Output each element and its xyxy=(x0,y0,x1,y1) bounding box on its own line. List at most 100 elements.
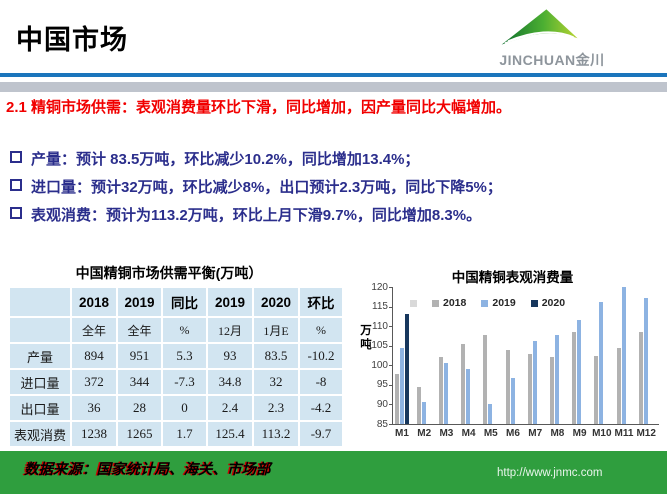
table-cell: -8 xyxy=(300,370,342,394)
supply-demand-table: 2018 2019 同比 2019 2020 环比 全年 全年% 12月 1月E% 产量 894 951… xyxy=(8,286,344,448)
bar-M11-2019 xyxy=(621,287,626,424)
y-axis-tick xyxy=(389,287,393,288)
bar-M9-2018 xyxy=(572,332,577,424)
legend-item: 2018 xyxy=(432,297,466,309)
y-axis-labels: 85 90 95 100 105 110 115 120 xyxy=(364,282,388,430)
y-axis-tick xyxy=(389,345,393,347)
y-tick-label: 105 xyxy=(371,340,388,352)
table-cell: -4.2 xyxy=(300,396,342,420)
bar-M1-2018 xyxy=(394,374,399,424)
bar-M7-2018 xyxy=(527,354,532,424)
legend-label: 2019 xyxy=(492,297,516,309)
legend-label: 2018 xyxy=(443,297,467,309)
table-cell: 951 xyxy=(118,344,161,368)
table-cell: 894 xyxy=(72,344,116,368)
bar-M12-2019 xyxy=(643,297,648,424)
y-tick-label: 100 xyxy=(371,359,388,371)
table-cell: 93 xyxy=(208,344,252,368)
y-axis-tick xyxy=(389,384,393,386)
x-tick-label: M12 xyxy=(636,428,656,439)
brand-text: JINCHUAN金川 xyxy=(499,52,605,68)
x-tick-label: M9 xyxy=(572,428,587,439)
table-cell: 5.3 xyxy=(163,344,206,368)
x-tick-label: M4 xyxy=(461,428,476,439)
table-cell: 1.7 xyxy=(163,422,206,446)
table-cell: % xyxy=(163,318,206,342)
y-tick-label: 95 xyxy=(376,379,388,391)
table-cell: 2019 xyxy=(118,288,161,316)
section-heading: 2.1 精铜市场供需：表观消费量环比下滑，同比增加，因产量同比大幅增加。 xyxy=(6,99,512,116)
x-tick-label: M10 xyxy=(592,428,612,439)
table-cell: 2019 xyxy=(208,288,252,316)
website-url: http://www.jnmc.com xyxy=(497,467,603,479)
y-axis-tick xyxy=(389,306,393,308)
bar-M4-2018 xyxy=(461,343,466,424)
legend-item: 2019 xyxy=(481,297,516,309)
chart-plot-area: M1 M2 M3 M4 M5 M6 M7 M8 M9 M10 M11 M12 xyxy=(389,287,659,439)
x-tick-label: M3 xyxy=(439,428,454,439)
y-tick-label: 110 xyxy=(372,320,388,332)
bullet-item-imports: 进口量：预计32万吨，环比减少8%，出口预计2.3万吨，同比下降5%； xyxy=(10,179,650,196)
table-cell: 113.2 xyxy=(254,422,298,446)
header-divider-blue xyxy=(0,73,667,77)
chart-title: 中国精铜表观消费量 xyxy=(451,270,574,285)
bar-M1-2020 xyxy=(404,313,409,424)
table-cell: 36 xyxy=(72,396,116,420)
bullet-item-consumption: 表观消费：预计为113.2万吨，环比上月下滑9.7%，同比增加8.3%。 xyxy=(10,207,650,224)
legend-swatch xyxy=(481,299,489,307)
table-cell: 32 xyxy=(254,370,298,394)
table-title: 中国精铜市场供需平衡(万吨） xyxy=(75,265,263,281)
page-title: 中国市场 xyxy=(16,25,128,55)
x-tick-label: M1 xyxy=(395,428,409,439)
table-cell: 全年 xyxy=(118,318,161,342)
bar-M3-2019 xyxy=(443,362,448,424)
table-cell: -9.7 xyxy=(300,422,342,446)
x-tick-label: M8 xyxy=(550,428,565,439)
table-cell: 83.5 xyxy=(254,344,298,368)
bar-M7-2019 xyxy=(532,341,537,424)
table-cell: 环比 xyxy=(300,288,342,316)
table-cell: 同比 xyxy=(163,288,206,316)
table-cell: 34.8 xyxy=(208,370,252,394)
table-cell: 表观消费 xyxy=(10,422,70,446)
y-axis-title: 万吨 xyxy=(360,325,372,351)
y-tick-label: 115 xyxy=(372,301,388,313)
table-cell xyxy=(10,318,70,342)
table-cell: 全年 xyxy=(72,318,116,342)
table-cell xyxy=(10,288,70,316)
table-cell: 进口量 xyxy=(10,370,70,394)
bar-M5-2018 xyxy=(483,334,488,424)
bar-M8-2019 xyxy=(554,334,559,424)
data-source-text: 数据来源：国家统计局、海关、市场部 xyxy=(24,462,271,478)
legend-swatch xyxy=(530,299,538,307)
jinchuan-logo: JINCHUAN金川 xyxy=(492,6,612,68)
table-cell: 12月 xyxy=(208,318,252,342)
table-cell: 344 xyxy=(118,370,161,394)
square-bullet-icon xyxy=(10,151,22,163)
table-cell: 1月E xyxy=(254,318,298,342)
bar-M11-2018 xyxy=(616,348,621,424)
legend-swatch xyxy=(432,299,439,307)
table-cell: 2020 xyxy=(254,288,298,316)
bar-M12-2018 xyxy=(638,331,643,424)
square-bullet-icon xyxy=(10,207,22,219)
bullet-item-output: 产量：预计 83.5万吨，环比减少10.2%，同比增加13.4%； xyxy=(10,151,650,168)
table-cell: 372 xyxy=(72,370,116,394)
table-unit-row: 全年 全年% 12月 1月E% xyxy=(10,318,342,342)
legend-extra-swatch xyxy=(410,299,417,307)
bar-M1-2019 xyxy=(399,347,404,424)
table-cell: 1265 xyxy=(118,422,161,446)
header-divider-gray xyxy=(0,82,667,92)
table-cell: 28 xyxy=(118,396,161,420)
y-axis-tick xyxy=(389,424,393,425)
y-axis-tick xyxy=(389,365,393,367)
bar-M2-2019 xyxy=(421,402,426,424)
table-cell: 出口量 xyxy=(10,396,70,420)
chart-legend: 2018 2019 2020 xyxy=(410,297,565,309)
bar-M3-2018 xyxy=(438,356,443,424)
x-tick-label: M2 xyxy=(417,428,432,439)
y-axis-tick xyxy=(389,326,393,328)
x-tick-label: M11 xyxy=(614,428,634,439)
x-tick-label: M7 xyxy=(528,428,543,439)
